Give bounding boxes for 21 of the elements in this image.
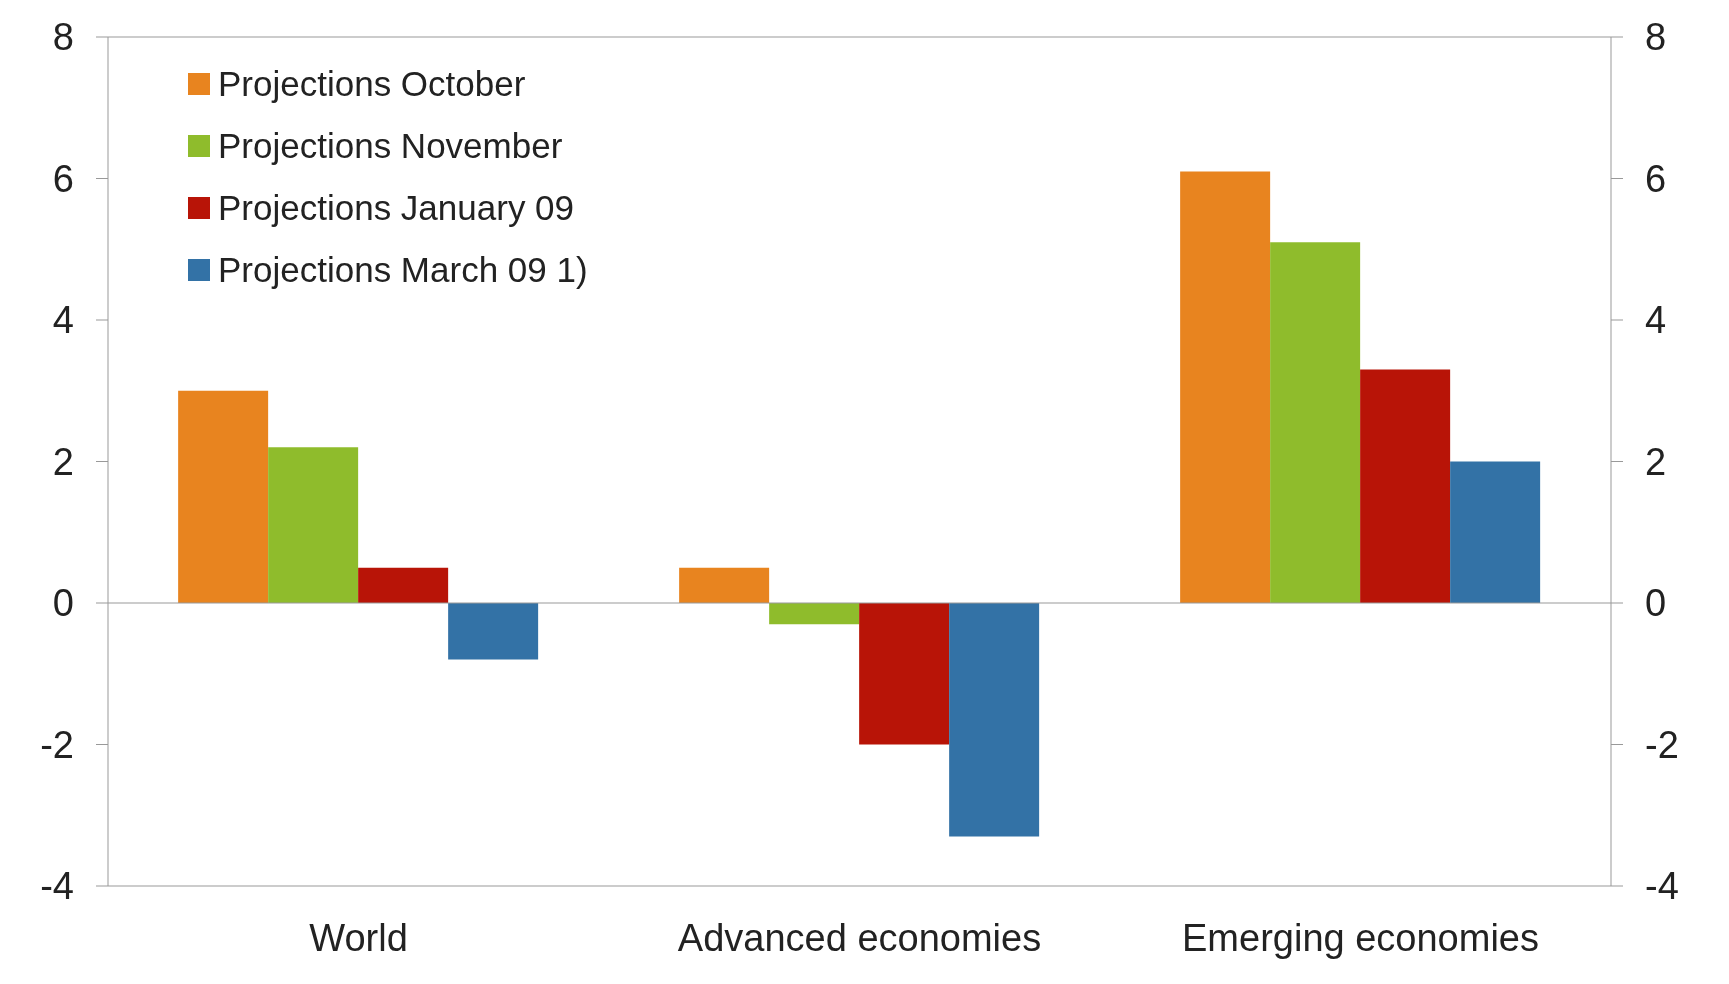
x-tick-label: Advanced economies [677,916,1042,959]
y-tick-label: 6 [52,157,74,200]
legend-label: Projections November [218,125,563,167]
y2-tick-label: 6 [1645,157,1667,200]
y2-tick-label: 0 [1645,582,1667,625]
x-tick-label: Emerging economies [1182,916,1539,959]
y-tick-label: 2 [52,440,74,483]
y2-tick-label: -4 [1645,865,1679,908]
legend-label: Projections October [218,63,526,105]
y-tick-label: -4 [40,865,74,908]
legend-label: Projections January 09 [218,187,575,229]
y2-tick-label: 2 [1645,440,1667,483]
y-tick-label: -2 [40,723,74,766]
y-tick-label: 0 [52,582,74,625]
y2-tick-label: -2 [1645,723,1679,766]
legend-label: Projections March 09 1) [218,249,588,291]
y2-tick-label: 4 [1645,299,1667,342]
y2-tick-label: 8 [1645,16,1667,59]
y-tick-label: 4 [52,299,74,342]
x-tick-label: World [309,916,408,959]
y-tick-label: 8 [52,16,74,59]
